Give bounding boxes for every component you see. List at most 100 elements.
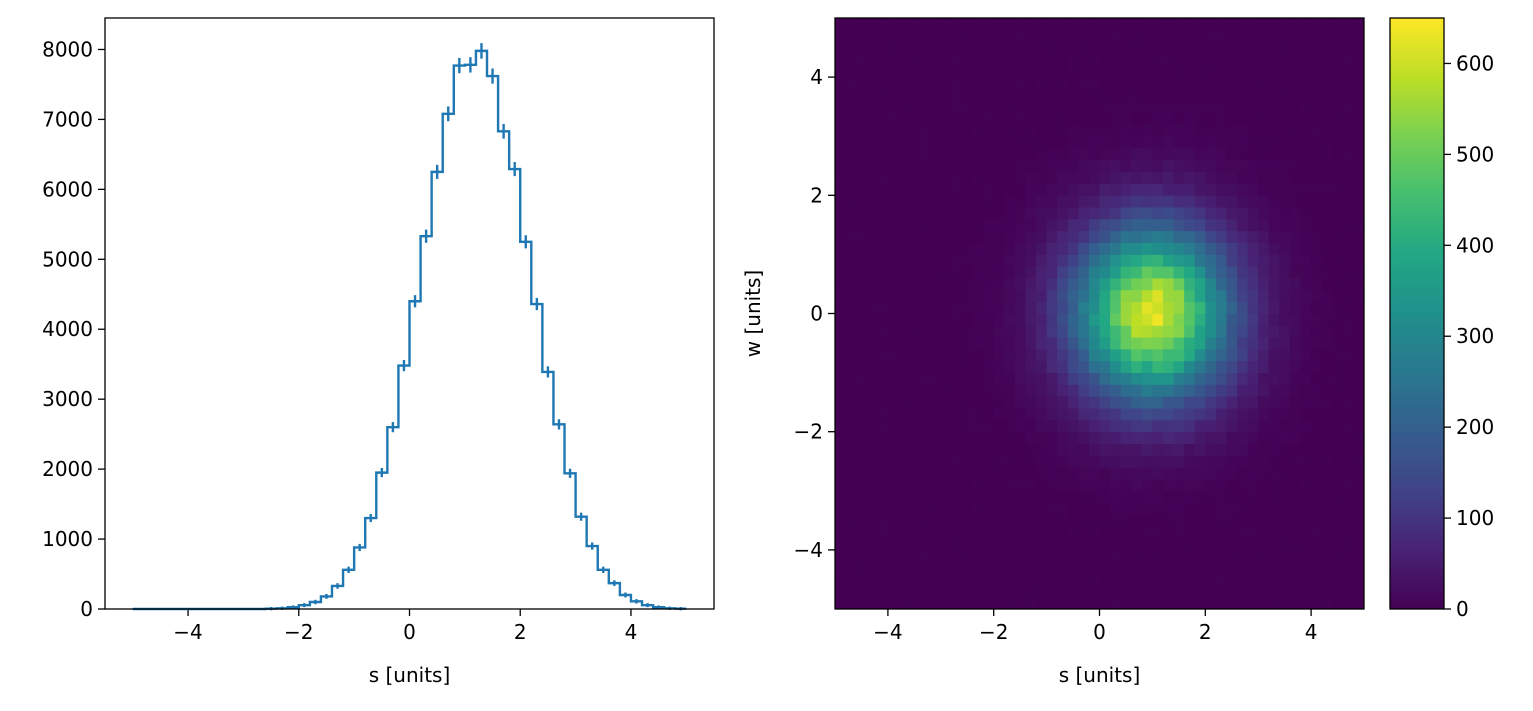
heatmap-cell bbox=[1300, 207, 1312, 220]
heatmap-cell bbox=[1131, 289, 1143, 303]
heatmap-cell bbox=[1205, 65, 1217, 78]
heatmap-cell bbox=[1289, 467, 1301, 480]
heatmap-cell bbox=[1194, 88, 1206, 102]
heatmap-cell bbox=[1014, 372, 1026, 385]
heatmap-cell bbox=[1120, 53, 1132, 66]
heatmap-cell bbox=[1099, 372, 1111, 385]
heatmap-cell bbox=[1226, 266, 1238, 279]
heatmap-cell bbox=[1110, 443, 1122, 456]
heatmap-cell bbox=[961, 301, 973, 314]
heatmap-cell bbox=[866, 538, 878, 551]
heatmap-cell bbox=[1279, 254, 1291, 267]
heatmap-cell bbox=[1173, 313, 1185, 326]
heatmap-cell bbox=[845, 301, 857, 314]
heatmap-cell bbox=[919, 455, 931, 468]
heatmap-cell bbox=[1046, 502, 1058, 515]
heatmap-cell bbox=[930, 431, 942, 444]
heatmap-cell bbox=[993, 490, 1005, 504]
heatmap-cell bbox=[1152, 490, 1164, 504]
heatmap-cell bbox=[919, 254, 931, 267]
heatmap-cell bbox=[919, 195, 931, 208]
heatmap-cell bbox=[898, 53, 910, 66]
heatmap-cell bbox=[1152, 549, 1164, 563]
heatmap-cell bbox=[1046, 561, 1058, 574]
heatmap-cell bbox=[951, 526, 963, 539]
heatmap-cell bbox=[856, 230, 868, 243]
heatmap-cell bbox=[993, 478, 1005, 492]
heatmap-cell bbox=[1247, 549, 1259, 563]
heatmap-cell bbox=[866, 597, 878, 610]
heatmap-cell bbox=[1215, 561, 1227, 574]
heatmap-cell bbox=[1311, 230, 1323, 243]
heatmap-cell bbox=[1099, 478, 1111, 492]
heatmap-cell bbox=[919, 100, 931, 113]
heatmap-cell bbox=[1205, 478, 1217, 492]
heatmap-cell bbox=[866, 207, 878, 220]
heatmap-cell bbox=[1237, 29, 1249, 43]
heatmap-cell bbox=[1099, 514, 1111, 527]
heatmap-cell bbox=[1004, 289, 1016, 303]
heatmap-cell bbox=[1067, 478, 1079, 492]
heatmap-cell bbox=[1004, 561, 1016, 574]
heatmap-cell bbox=[961, 289, 973, 303]
heatmap-cell bbox=[1342, 478, 1354, 492]
heatmap-cell bbox=[1342, 538, 1354, 551]
heatmap-cell bbox=[1215, 218, 1227, 232]
heatmap-cell bbox=[1014, 443, 1026, 456]
heatmap-cell bbox=[1247, 112, 1259, 125]
heatmap-cell bbox=[1215, 348, 1227, 362]
heatmap-cell bbox=[1036, 478, 1047, 492]
x-tick-label: −2 bbox=[979, 620, 1008, 644]
heatmap-cell bbox=[993, 254, 1005, 267]
heatmap-cell bbox=[887, 384, 899, 397]
heatmap-cell bbox=[1004, 183, 1016, 196]
heatmap-cell bbox=[1057, 384, 1069, 397]
heatmap-cell bbox=[1353, 348, 1365, 362]
heatmap-cell bbox=[930, 100, 942, 113]
heatmap-cell bbox=[835, 443, 846, 456]
heatmap-cell bbox=[1141, 171, 1153, 184]
heatmap-cell bbox=[1332, 455, 1344, 468]
heatmap-cell bbox=[1152, 597, 1164, 610]
heatmap-cell bbox=[961, 348, 973, 362]
heatmap-cell bbox=[1215, 408, 1227, 421]
heatmap-cell bbox=[930, 585, 942, 598]
heatmap-cell bbox=[898, 549, 910, 563]
heatmap-cell bbox=[930, 183, 942, 196]
heatmap-cell bbox=[940, 597, 952, 610]
heatmap-cell bbox=[877, 467, 889, 480]
heatmap-cell bbox=[1099, 112, 1111, 125]
heatmap-cell bbox=[909, 372, 921, 385]
heatmap-cell bbox=[1057, 266, 1069, 279]
heatmap-cell bbox=[909, 455, 921, 468]
heatmap-cell bbox=[898, 88, 910, 102]
heatmap-cell bbox=[1088, 218, 1100, 232]
heatmap-cell bbox=[845, 372, 857, 385]
heatmap-cell bbox=[1014, 431, 1026, 444]
heatmap-cell bbox=[1057, 431, 1069, 444]
heatmap-cell bbox=[1120, 171, 1132, 184]
heatmap-cell bbox=[887, 502, 899, 515]
heatmap-cell bbox=[1279, 396, 1291, 409]
heatmap-cell bbox=[1025, 455, 1037, 468]
heatmap-cell bbox=[1279, 419, 1291, 433]
heatmap-cell bbox=[1332, 526, 1344, 539]
heatmap-cell bbox=[1237, 573, 1249, 586]
heatmap-cell bbox=[1110, 148, 1122, 161]
heatmap-cell bbox=[909, 242, 921, 255]
heatmap-cell bbox=[1289, 597, 1301, 610]
heatmap-cell bbox=[1173, 301, 1185, 314]
heatmap-cell bbox=[1268, 218, 1280, 232]
heatmap-cell bbox=[1247, 159, 1259, 173]
heatmap-cell bbox=[1162, 455, 1174, 468]
heatmap-cell bbox=[993, 112, 1005, 125]
heatmap-cell bbox=[1036, 384, 1047, 397]
heatmap-cell bbox=[930, 65, 942, 78]
heatmap-cell bbox=[1247, 419, 1259, 433]
heatmap-cell bbox=[866, 419, 878, 433]
heatmap-cell bbox=[1057, 455, 1069, 468]
colorbar-frame bbox=[1389, 17, 1445, 610]
heatmap-cell bbox=[1332, 124, 1344, 137]
heatmap-cell bbox=[1226, 183, 1238, 196]
heatmap-cell bbox=[1321, 419, 1333, 433]
